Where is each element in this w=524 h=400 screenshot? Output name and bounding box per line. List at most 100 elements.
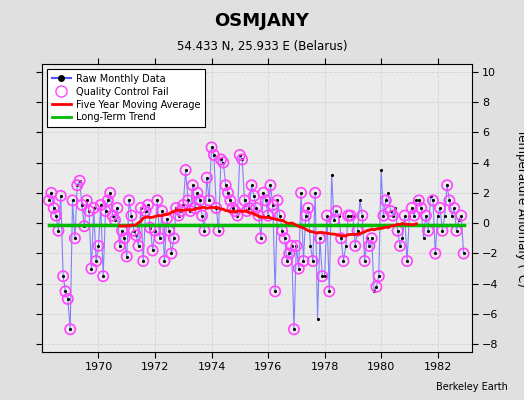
Point bbox=[257, 235, 265, 242]
Point bbox=[412, 197, 421, 204]
Point bbox=[264, 212, 272, 219]
Point bbox=[101, 208, 110, 214]
Point bbox=[358, 212, 366, 219]
Point bbox=[271, 288, 279, 294]
Point bbox=[184, 197, 192, 204]
Point bbox=[417, 205, 425, 211]
Point bbox=[224, 190, 232, 196]
Point bbox=[144, 202, 152, 208]
Point bbox=[241, 197, 249, 204]
Point bbox=[323, 212, 331, 219]
Point bbox=[457, 212, 465, 219]
Point bbox=[184, 197, 192, 204]
Point bbox=[99, 273, 107, 280]
Point bbox=[208, 144, 216, 150]
Point bbox=[87, 266, 95, 272]
Point bbox=[189, 182, 197, 188]
Point bbox=[309, 258, 317, 264]
Point bbox=[330, 217, 338, 223]
Point bbox=[59, 273, 67, 280]
Point bbox=[134, 243, 143, 249]
Point bbox=[315, 235, 324, 242]
Point bbox=[167, 250, 176, 257]
Point bbox=[351, 243, 359, 249]
Point bbox=[118, 228, 126, 234]
Point bbox=[233, 212, 242, 219]
Point bbox=[66, 326, 74, 332]
Point bbox=[400, 212, 409, 219]
Point bbox=[174, 212, 183, 219]
Point bbox=[165, 228, 173, 234]
Point bbox=[445, 197, 454, 204]
Point bbox=[441, 212, 449, 219]
Point bbox=[243, 208, 251, 214]
Point bbox=[214, 228, 223, 234]
Point bbox=[452, 228, 461, 234]
Point bbox=[160, 258, 169, 264]
Point bbox=[344, 212, 352, 219]
Point bbox=[80, 223, 89, 229]
Point bbox=[52, 212, 60, 219]
Point bbox=[372, 284, 380, 290]
Point bbox=[429, 197, 437, 204]
Point bbox=[47, 190, 56, 196]
Point bbox=[226, 197, 235, 204]
Point bbox=[290, 326, 298, 332]
Point bbox=[394, 228, 402, 234]
Text: OSMJANY: OSMJANY bbox=[214, 12, 310, 30]
Point bbox=[334, 212, 343, 219]
Point bbox=[261, 197, 270, 204]
Point bbox=[361, 258, 369, 264]
Point bbox=[367, 235, 376, 242]
Point bbox=[422, 212, 430, 219]
Point bbox=[210, 152, 218, 158]
Point bbox=[283, 258, 291, 264]
Point bbox=[332, 208, 341, 214]
Point bbox=[139, 258, 147, 264]
Point bbox=[179, 202, 188, 208]
Point bbox=[389, 212, 397, 219]
Point bbox=[144, 202, 152, 208]
Point bbox=[348, 212, 357, 219]
Point bbox=[261, 197, 270, 204]
Point bbox=[377, 167, 385, 173]
Point bbox=[445, 197, 454, 204]
Point bbox=[158, 208, 166, 214]
Point bbox=[302, 212, 310, 219]
Point bbox=[203, 174, 211, 181]
Point bbox=[238, 156, 246, 163]
Point bbox=[90, 205, 98, 211]
Point bbox=[87, 266, 95, 272]
Point bbox=[332, 208, 341, 214]
Point bbox=[82, 197, 91, 204]
Point bbox=[330, 217, 338, 223]
Point bbox=[104, 197, 112, 204]
Point bbox=[375, 273, 383, 280]
Point bbox=[422, 212, 430, 219]
Point bbox=[337, 235, 345, 242]
Point bbox=[325, 288, 333, 294]
Point bbox=[61, 288, 70, 294]
Point bbox=[57, 193, 65, 199]
Point bbox=[59, 273, 67, 280]
Point bbox=[414, 197, 423, 204]
Point bbox=[61, 288, 70, 294]
Point bbox=[302, 212, 310, 219]
Point bbox=[250, 193, 258, 199]
Point bbox=[337, 235, 345, 242]
Point bbox=[45, 197, 53, 204]
Point bbox=[73, 182, 81, 188]
Point bbox=[167, 250, 176, 257]
Point bbox=[94, 243, 103, 249]
Point bbox=[212, 205, 221, 211]
Point bbox=[108, 212, 117, 219]
Point bbox=[294, 266, 303, 272]
Point bbox=[219, 159, 227, 166]
Point bbox=[344, 212, 352, 219]
Point bbox=[346, 212, 355, 219]
Point bbox=[96, 202, 105, 208]
Point bbox=[139, 258, 147, 264]
Point bbox=[381, 197, 390, 204]
Point bbox=[292, 243, 301, 249]
Point bbox=[457, 212, 465, 219]
